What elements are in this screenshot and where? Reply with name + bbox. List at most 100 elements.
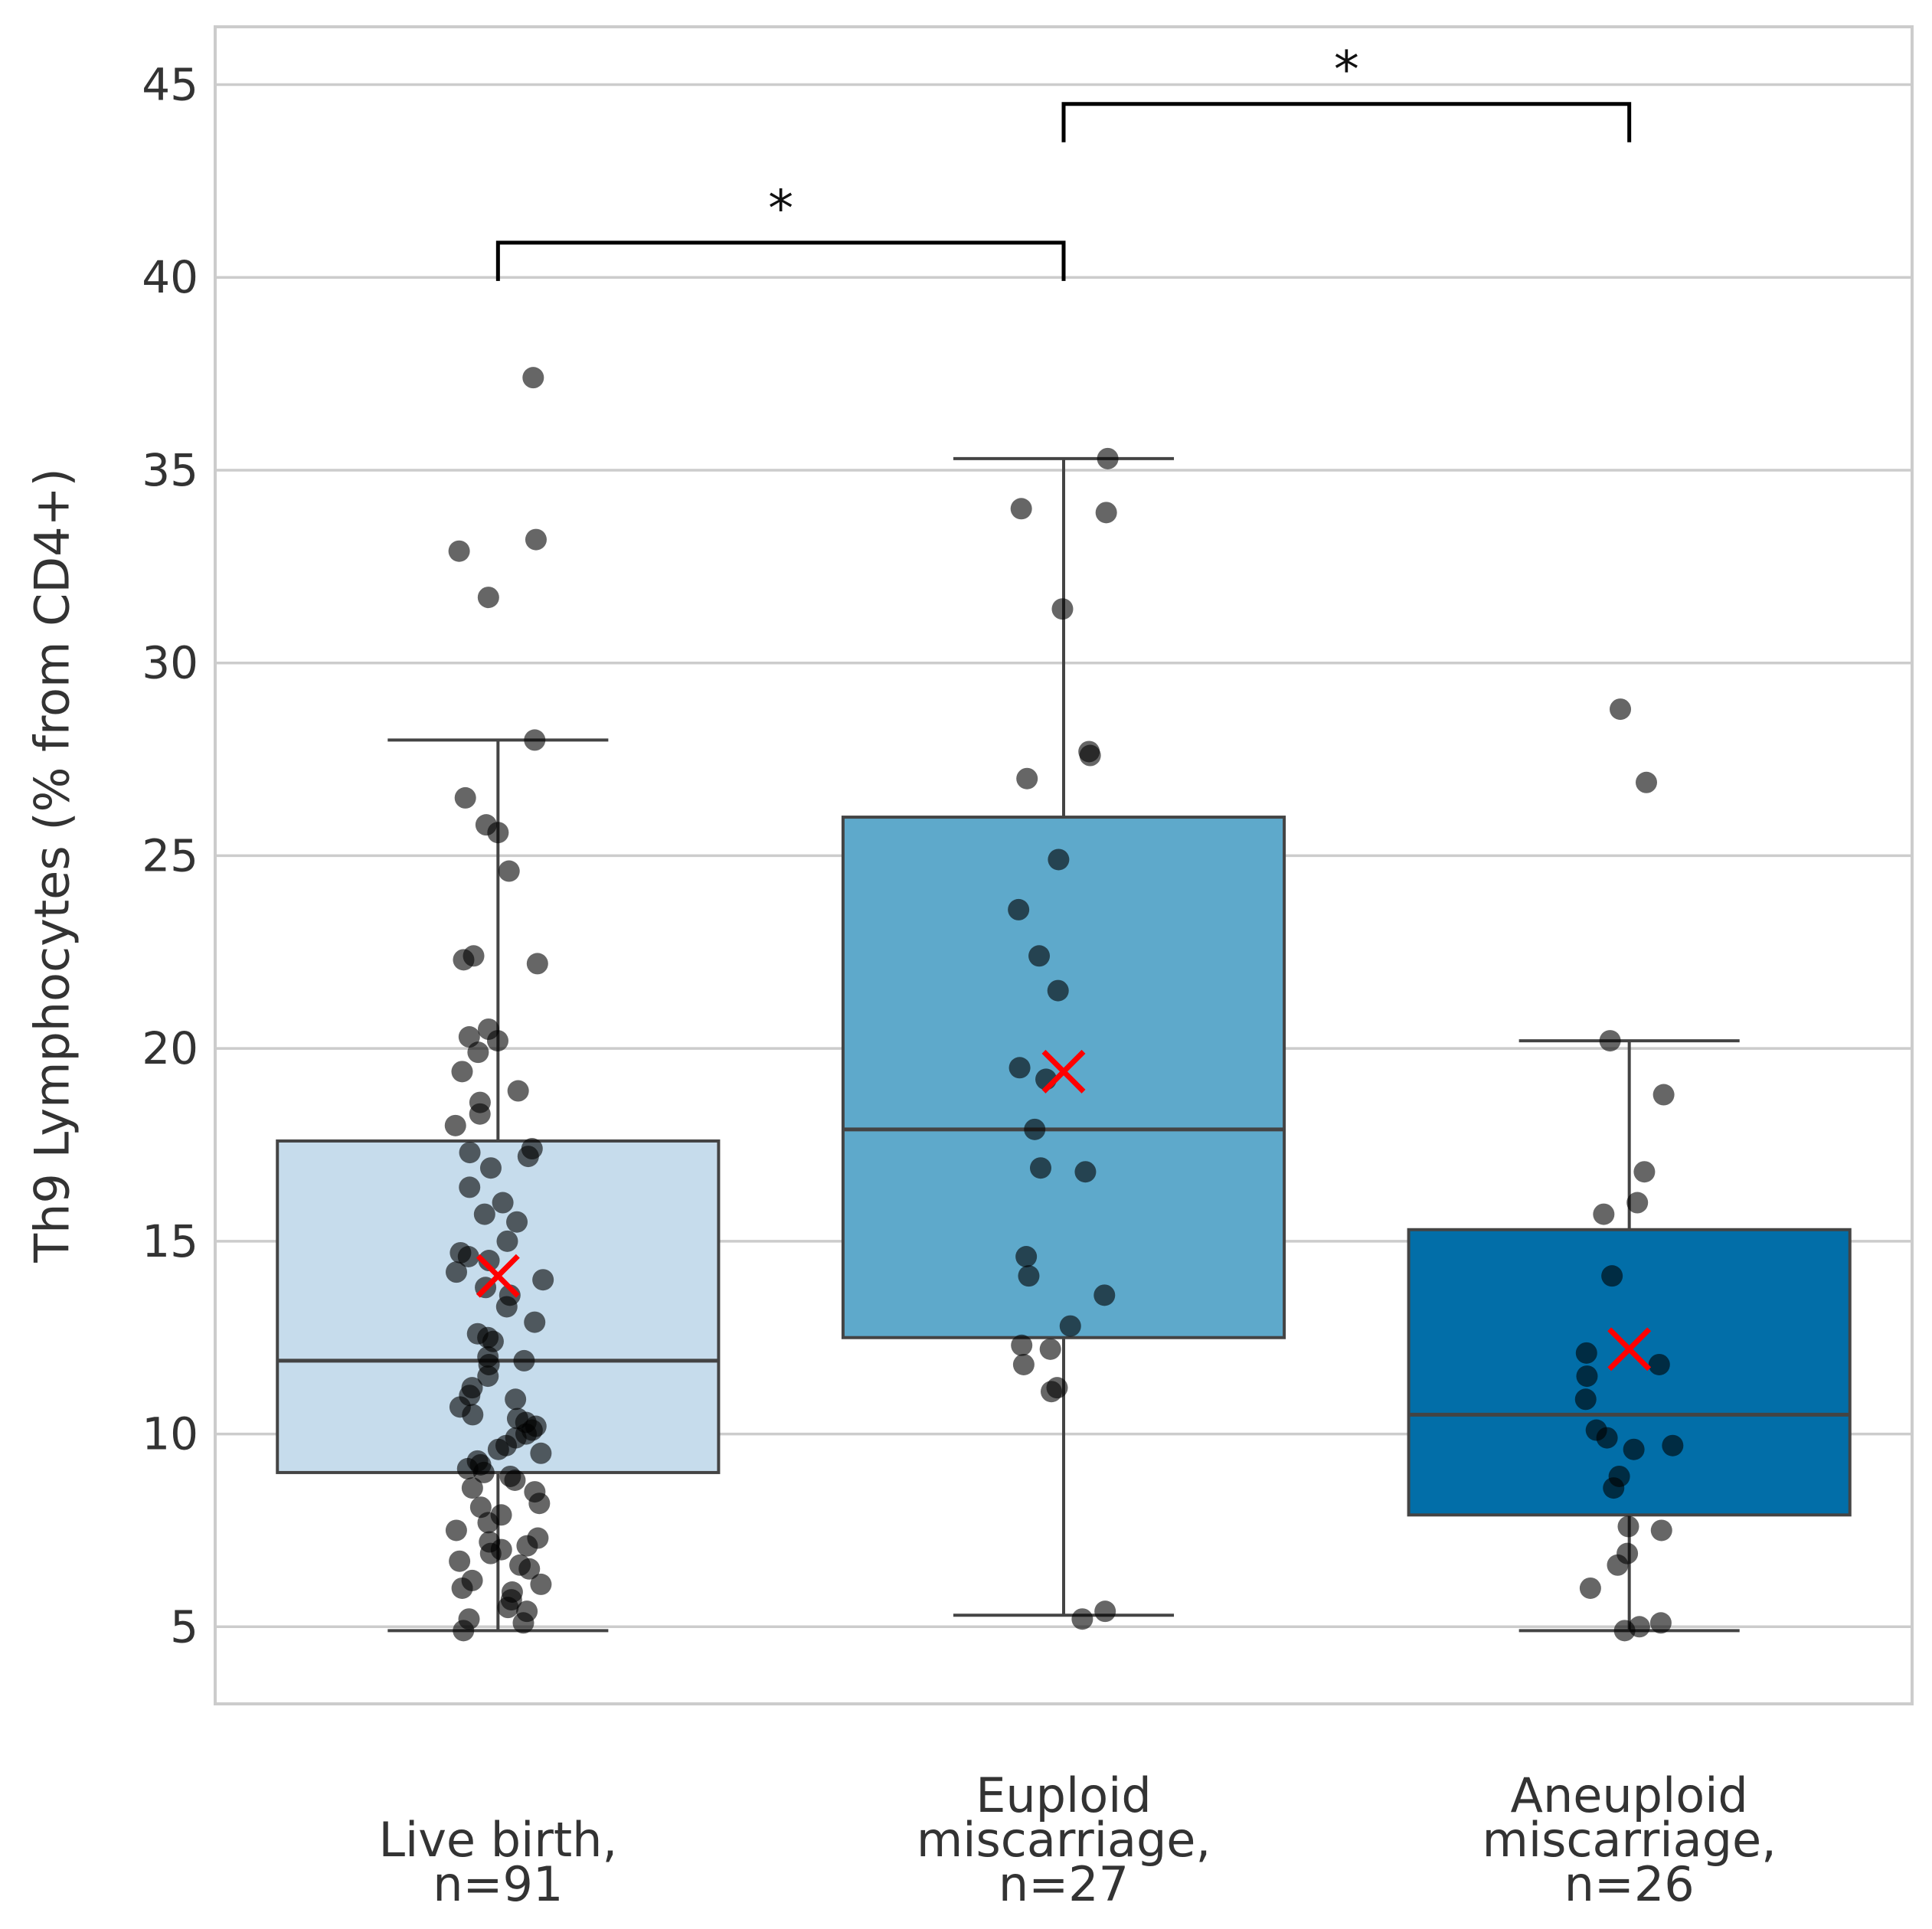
x-category-labels: Live birth,n=91Euploidmiscarriage,n=27An… [378, 1767, 1776, 1912]
data-point [487, 1438, 509, 1460]
data-point [507, 1080, 529, 1102]
x-category-label: n=26 [1564, 1856, 1695, 1912]
data-point [1039, 1338, 1061, 1360]
x-category-label: n=27 [999, 1856, 1129, 1912]
data-point [1095, 502, 1117, 524]
data-point [1662, 1434, 1684, 1457]
data-point [456, 1457, 479, 1479]
mean-marker-stroke-b [476, 1254, 520, 1298]
data-point [1601, 1265, 1623, 1287]
data-point [1094, 1600, 1116, 1623]
x-category-label: miscarriage, [1483, 1812, 1777, 1868]
x-category-label: Live birth, [378, 1812, 617, 1868]
y-tick-label: 35 [142, 444, 198, 496]
data-point [513, 1349, 535, 1372]
data-point [459, 1142, 481, 1164]
data-point [477, 1512, 499, 1534]
data-point [1059, 1315, 1081, 1337]
data-point [1626, 1192, 1649, 1214]
data-point [496, 1230, 518, 1252]
data-point [487, 822, 509, 844]
data-point [1079, 744, 1101, 767]
y-tick-label: 40 [142, 251, 198, 303]
significance-label: * [1334, 41, 1359, 100]
y-tick-labels: 5 10 15 20 25 30 35 40 45 [142, 59, 198, 1653]
data-point [518, 1558, 541, 1580]
data-point [522, 367, 544, 389]
y-tick-label: 5 [170, 1600, 198, 1653]
data-point [1028, 945, 1051, 967]
data-point [1575, 1342, 1597, 1364]
data-point [525, 528, 547, 551]
data-point [505, 1388, 527, 1411]
data-point [461, 1477, 483, 1499]
data-point [1024, 1118, 1046, 1140]
significance-layer: ** [495, 41, 1632, 281]
data-point [453, 1620, 475, 1642]
data-point [504, 1470, 526, 1491]
data-point [1648, 1353, 1670, 1375]
data-point [512, 1612, 534, 1634]
data-point [453, 949, 475, 971]
data-point [1010, 498, 1032, 520]
data-point [451, 1061, 473, 1083]
data-point [477, 587, 499, 609]
data-point [1051, 598, 1074, 620]
y-axis-title: Th9 Lymphocytes (% from CD4+) [25, 468, 80, 1264]
data-point [1093, 1284, 1116, 1306]
data-point [1015, 1246, 1038, 1267]
data-point [492, 1192, 514, 1214]
data-point [1579, 1577, 1601, 1599]
data-point [1576, 1365, 1598, 1388]
data-point [530, 1442, 552, 1464]
data-point [486, 1030, 508, 1052]
data-point [457, 1246, 479, 1267]
data-point [1599, 1030, 1621, 1052]
data-point [524, 1311, 546, 1333]
data-point [1029, 1157, 1051, 1179]
significance-label: * [768, 179, 793, 238]
y-tick-label: 15 [142, 1215, 198, 1267]
data-point [1610, 698, 1632, 721]
data-point [1649, 1612, 1672, 1634]
mean-marker [1607, 1327, 1652, 1372]
data-point [469, 1103, 491, 1125]
data-point [445, 1261, 467, 1283]
data-point [1617, 1515, 1639, 1538]
y-tick-label: 30 [142, 637, 198, 689]
data-point [1635, 771, 1657, 793]
data-point [477, 1365, 499, 1388]
data-point [524, 729, 546, 751]
data-point [1011, 1334, 1033, 1356]
data-point [516, 1535, 538, 1557]
y-tick-label: 20 [142, 1022, 198, 1074]
y-tick-label: 45 [142, 59, 198, 111]
data-point [472, 1461, 495, 1483]
data-point [1008, 898, 1030, 920]
data-point [1097, 447, 1119, 469]
data-point [517, 1146, 539, 1168]
data-point [462, 1404, 484, 1426]
data-point [445, 1519, 467, 1542]
x-category-label: Euploid [976, 1767, 1152, 1823]
data-point [528, 1493, 551, 1515]
data-point [530, 1573, 552, 1595]
data-point [454, 786, 476, 809]
data-point [1016, 767, 1038, 790]
mean-marker-stroke-b [1041, 1049, 1086, 1094]
mean-marker-stroke-b [1607, 1327, 1652, 1372]
data-point [1596, 1427, 1618, 1449]
iqr-box [841, 816, 1286, 1339]
point-layer [444, 367, 1684, 1642]
data-point [1650, 1519, 1672, 1542]
x-category-label: miscarriage, [917, 1812, 1211, 1868]
data-point [451, 1577, 473, 1599]
data-point [1603, 1477, 1625, 1499]
mean-marker [1041, 1049, 1086, 1094]
data-point [478, 1250, 500, 1272]
y-tick-label: 10 [142, 1408, 198, 1460]
data-point [497, 1597, 519, 1619]
data-point [526, 953, 548, 975]
mean-layer [476, 1049, 1652, 1372]
